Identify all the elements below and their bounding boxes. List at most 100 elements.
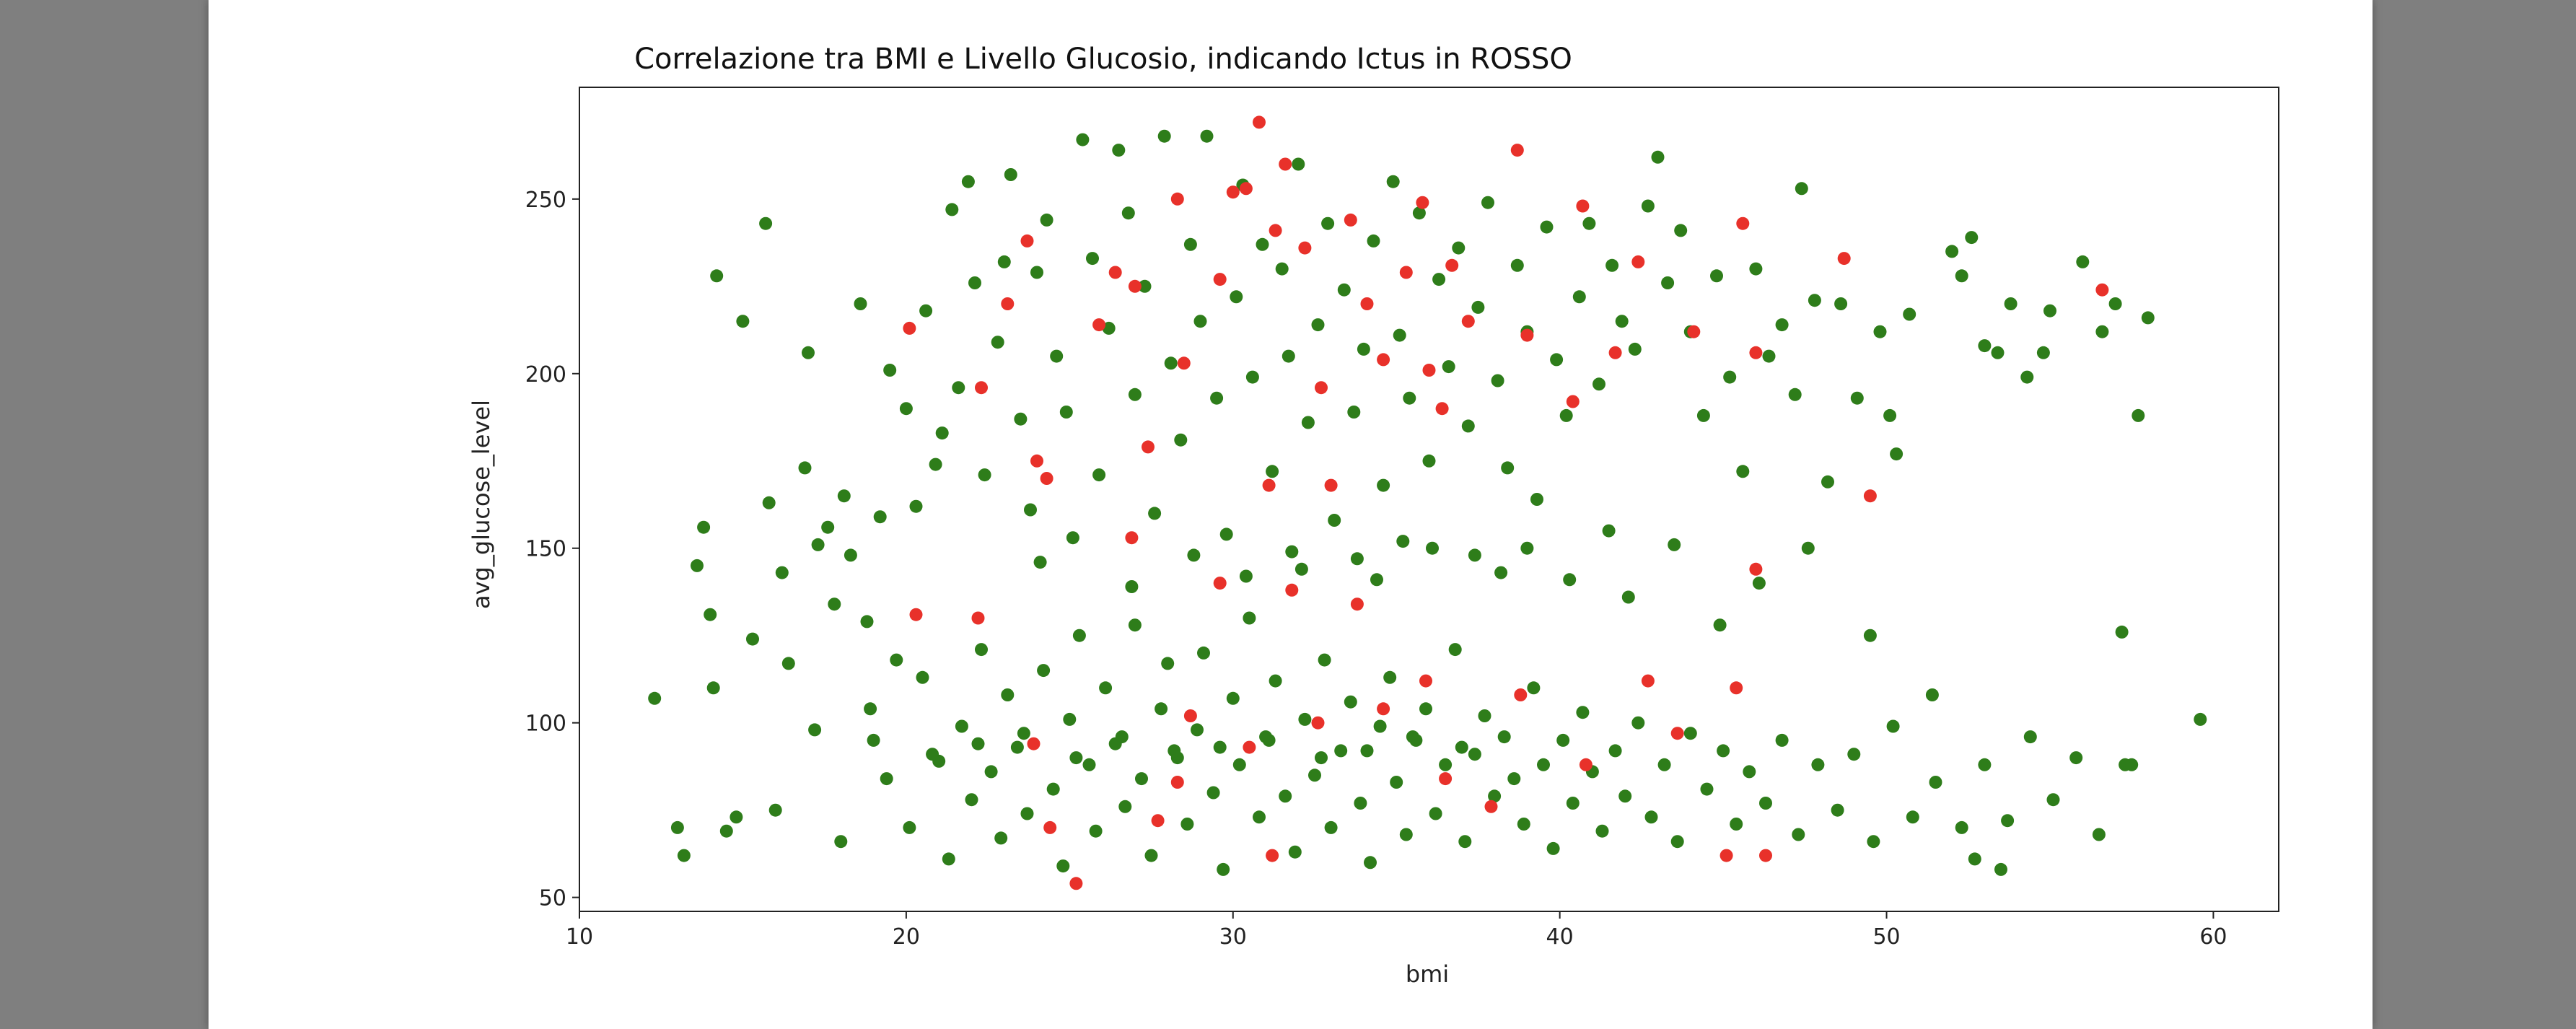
- data-point-s0-261: [1069, 751, 1083, 765]
- data-point-s1-38: [1719, 849, 1733, 862]
- data-point-s1-39: [1736, 216, 1750, 230]
- data-point-s0-186: [1206, 786, 1220, 800]
- data-point-s0-63: [1210, 391, 1224, 405]
- data-point-s0-89: [1452, 241, 1466, 255]
- data-point-s0-155: [903, 820, 916, 834]
- data-point-s1-22: [1344, 213, 1357, 227]
- data-point-s0-280: [1668, 538, 1681, 551]
- data-point-s0-43: [1030, 266, 1043, 279]
- data-point-s0-230: [1631, 716, 1645, 730]
- data-point-s1-60: [1419, 674, 1432, 688]
- data-point-s0-260: [1017, 727, 1030, 740]
- data-point-s1-21: [1324, 478, 1338, 492]
- data-point-s0-278: [1563, 573, 1577, 587]
- data-point-s1-52: [1183, 709, 1197, 722]
- data-point-s0-266: [1315, 751, 1328, 765]
- data-point-s0-227: [1595, 824, 1609, 838]
- data-point-s0-250: [1978, 758, 1992, 771]
- data-point-s0-9: [730, 810, 743, 824]
- data-point-s0-187: [1217, 862, 1230, 876]
- data-point-s0-246: [1886, 719, 1900, 733]
- data-point-s0-2: [677, 849, 691, 862]
- data-point-s1-0: [903, 321, 916, 335]
- data-point-s0-136: [2004, 297, 2018, 310]
- data-point-s0-173: [1089, 824, 1103, 838]
- data-point-s0-90: [1461, 419, 1475, 433]
- data-point-s0-219: [1517, 818, 1530, 831]
- data-point-s0-84: [1403, 391, 1416, 405]
- y-tick-label-100: 100: [525, 711, 566, 737]
- data-point-s0-72: [1292, 157, 1305, 171]
- data-point-s0-197: [1308, 769, 1321, 782]
- data-point-s0-220: [1527, 681, 1541, 695]
- data-point-s0-152: [834, 835, 848, 849]
- data-point-s0-205: [1383, 670, 1397, 684]
- data-point-s1-43: [2095, 283, 2109, 297]
- data-point-s0-29: [909, 499, 923, 513]
- data-point-s0-203: [1364, 856, 1377, 870]
- data-point-s0-110: [1674, 224, 1688, 237]
- data-point-s0-222: [1546, 841, 1560, 855]
- data-point-s0-76: [1328, 514, 1341, 527]
- data-point-s1-33: [1566, 395, 1580, 408]
- x-tick-label-20: 20: [893, 924, 920, 950]
- x-tick-label-30: 30: [1219, 924, 1247, 950]
- data-point-s0-86: [1422, 454, 1436, 468]
- data-point-s0-6: [706, 681, 720, 695]
- data-point-s0-239: [1759, 797, 1772, 810]
- data-point-s0-94: [1501, 461, 1515, 475]
- data-point-s0-153: [864, 702, 877, 716]
- data-point-s0-158: [942, 852, 955, 866]
- data-point-s0-281: [1713, 618, 1727, 632]
- data-point-s0-223: [1556, 733, 1570, 747]
- data-point-s0-267: [1360, 744, 1374, 758]
- data-point-s0-74: [1311, 318, 1325, 332]
- data-point-s0-167: [1037, 664, 1051, 678]
- data-point-s1-59: [1377, 702, 1390, 716]
- data-point-s0-106: [1628, 342, 1642, 356]
- data-point-s1-2: [1001, 297, 1015, 310]
- data-point-s0-221: [1537, 758, 1550, 771]
- data-point-s0-50: [1092, 468, 1106, 482]
- data-point-s0-262: [1115, 730, 1129, 744]
- data-point-s0-104: [1605, 258, 1619, 272]
- data-point-s0-133: [1965, 231, 1979, 245]
- data-point-s0-284: [1602, 524, 1616, 538]
- data-point-s0-191: [1253, 810, 1266, 824]
- data-point-s0-57: [1157, 129, 1171, 143]
- data-point-s0-238: [1743, 765, 1756, 779]
- data-point-s1-47: [1043, 820, 1057, 834]
- data-point-s0-190: [1243, 611, 1256, 625]
- data-point-s1-18: [1279, 157, 1292, 171]
- data-point-s0-257: [867, 733, 880, 747]
- data-point-s0-70: [1275, 262, 1289, 276]
- data-point-s0-83: [1393, 328, 1406, 342]
- data-point-s0-145: [2141, 311, 2155, 325]
- data-point-s1-40: [1749, 346, 1763, 359]
- data-point-s1-54: [1243, 740, 1256, 754]
- data-point-s0-135: [1991, 346, 2005, 359]
- data-point-s0-255: [2092, 828, 2106, 841]
- data-point-s0-263: [1167, 744, 1181, 758]
- data-point-s0-277: [1494, 566, 1508, 579]
- data-point-s0-22: [844, 548, 857, 562]
- data-point-s1-51: [1170, 776, 1184, 789]
- data-point-s0-243: [1831, 803, 1844, 817]
- data-point-s0-132: [1955, 269, 1968, 283]
- data-point-s0-108: [1651, 150, 1665, 164]
- data-point-s0-55: [1138, 279, 1152, 293]
- data-points: [648, 115, 2207, 890]
- data-point-s1-50: [1151, 814, 1165, 828]
- data-point-s0-18: [811, 538, 825, 551]
- data-point-s0-252: [2023, 730, 2037, 744]
- data-point-s0-248: [1929, 776, 1942, 789]
- data-point-s0-47: [1066, 531, 1079, 545]
- data-point-s0-150: [768, 803, 782, 817]
- data-point-s0-268: [1406, 730, 1419, 744]
- data-point-s0-122: [1821, 475, 1834, 489]
- y-tick-label-150: 150: [525, 537, 566, 562]
- data-point-s0-27: [890, 653, 903, 667]
- data-point-s0-165: [1010, 740, 1024, 754]
- data-point-s0-73: [1301, 416, 1315, 429]
- data-point-s0-196: [1298, 712, 1312, 726]
